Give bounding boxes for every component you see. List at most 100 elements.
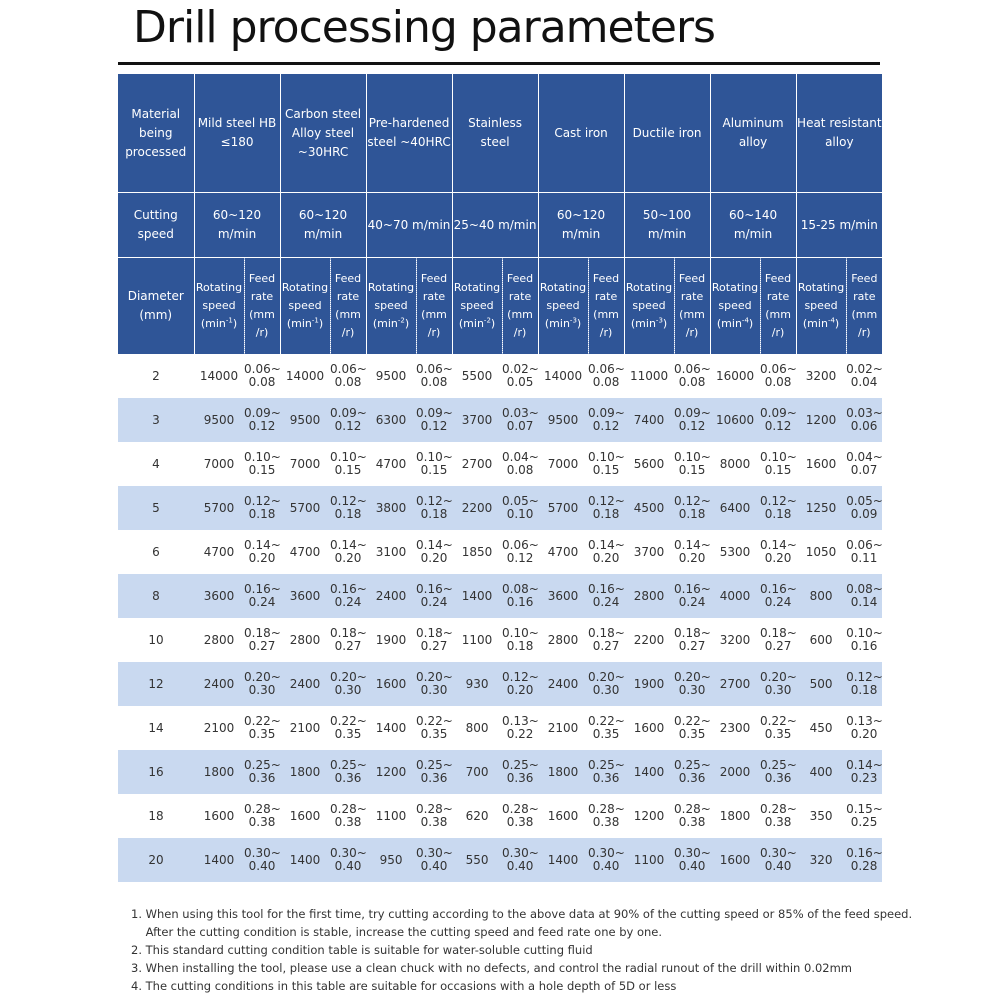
feed-rate-cell: 0.09~ 0.12	[330, 398, 367, 442]
rotating-speed-cell: 1100	[375, 809, 407, 823]
feed-rate-cell: 0.20~ 0.30	[588, 662, 625, 706]
feed-rate-cell: 0.12~ 0.18	[416, 486, 453, 530]
rotating-speed-cell: 4700	[289, 545, 321, 559]
feed-rate-cell: 0.14~ 0.23	[846, 750, 883, 794]
diameter-cell: 5	[118, 486, 194, 530]
feed-rate-cell: 0.10~ 0.15	[244, 450, 281, 477]
feed-rate-cell: 0.20~ 0.30	[674, 662, 711, 706]
diameter-cell: 20	[118, 838, 194, 882]
cutting-speed-cell: 60~140 m/min	[710, 192, 797, 258]
diameter-cell: 3	[118, 398, 194, 442]
diameter-cell: 8	[118, 574, 194, 618]
feed-rate-cell: 0.10~ 0.15	[674, 450, 711, 477]
rotating-speed-cell: 2400	[538, 662, 589, 706]
feed-rate-cell: 0.20~ 0.30	[244, 662, 281, 706]
table-row: 18 1600 0.28~ 0.38 1600 0.28~ 0.38 1100 0.28~ …	[118, 794, 882, 838]
feed-rate-cell: 0.18~ 0.27	[588, 626, 625, 653]
feed-rate-cell: 0.05~ 0.09	[846, 486, 883, 530]
rotating-speed-cell: 5600	[633, 457, 665, 471]
table-row: 20 1400 0.30~ 0.40 1400 0.30~ 0.40 950 0.30~ 0…	[118, 838, 883, 882]
feed-rate-cell: 0.09~ 0.12	[244, 398, 281, 442]
rotating-speed-cell: 2000	[710, 750, 761, 794]
rotating-speed-cell: 1600	[366, 662, 417, 706]
diameter-cell: 12	[118, 662, 194, 706]
rotating-speed-cell: 7000	[203, 457, 235, 471]
cutting-speed-cell: 50~100 m/min	[624, 192, 711, 258]
table-row: 8 3600 0.16~ 0.24 3600 0.16~ 0.24 2400 0.16~ 0…	[118, 574, 883, 618]
rotating-speed-cell: 1600	[203, 809, 235, 823]
feed-rate-cell: 0.28~ 0.38	[760, 802, 797, 829]
rotating-speed-cell: 1400	[624, 750, 675, 794]
feed-rate-cell: 0.06~ 0.08	[588, 362, 625, 389]
rotating-speed-header-cell: Rotating speed (min-2)	[452, 257, 503, 354]
note-line: 3. When installing the tool, please use …	[131, 961, 853, 975]
material-name-cell: Stainless steel	[452, 74, 539, 193]
rotating-speed-label: Rotating speed	[453, 281, 501, 312]
cutting-speed-cell: 15-25 m/min	[796, 192, 883, 258]
rotating-speed-cell: 450	[809, 721, 833, 735]
feed-rate-cell: 0.28~ 0.38	[416, 802, 453, 829]
rotating-speed-cell: 5700	[538, 486, 589, 530]
feed-rate-cell: 0.25~ 0.36	[502, 750, 539, 794]
rotating-speed-cell: 3800	[366, 486, 417, 530]
feed-rate-cell: 0.06~ 0.08	[674, 362, 711, 389]
diameter-cell: 6	[152, 545, 160, 559]
rotating-speed-cell: 9500	[538, 398, 589, 442]
table-row: 4 7000 0.10~ 0.15 7000 0.10~ 0.15 4700 0.10~ 0…	[118, 442, 882, 486]
rotating-speed-cell: 1600	[547, 809, 579, 823]
rotating-speed-cell: 16000	[715, 369, 755, 383]
feed-rate-cell: 0.13~ 0.20	[846, 714, 883, 741]
rotating-speed-cell: 4700	[203, 545, 235, 559]
feed-rate-cell: 0.05~ 0.10	[502, 486, 539, 530]
cutting-speed-cell: 60~120 m/min	[538, 192, 625, 258]
feed-rate-cell: 0.14~ 0.20	[588, 538, 625, 565]
feed-rate-cell: 0.10~ 0.15	[330, 450, 367, 477]
feed-rate-cell: 0.06~ 0.08	[416, 362, 453, 389]
feed-rate-cell: 0.30~ 0.40	[588, 838, 625, 882]
rotating-speed-unit: (min-2)	[372, 316, 410, 330]
rotating-speed-header-cell: Rotating speed (min-4)	[796, 257, 847, 354]
feed-rate-cell: 0.25~ 0.36	[674, 750, 711, 794]
rotating-speed-cell: 600	[809, 633, 833, 647]
material-name-cell: Cast iron	[538, 74, 625, 193]
rotating-speed-cell: 1900	[624, 662, 675, 706]
feed-rate-cell: 0.22~ 0.35	[760, 714, 797, 741]
rotating-speed-cell: 3600	[280, 574, 331, 618]
material-name-cell: Heat resistant alloy	[796, 74, 883, 193]
rotating-speed-cell: 3700	[452, 398, 503, 442]
rotating-speed-cell: 320	[796, 838, 847, 882]
rotating-speed-cell: 2700	[461, 457, 493, 471]
feed-rate-cell: 0.22~ 0.35	[416, 714, 453, 741]
rotating-speed-unit: (min-1)	[200, 316, 238, 330]
feed-rate-cell: 0.28~ 0.38	[502, 802, 539, 829]
rotating-speed-cell: 8000	[719, 457, 751, 471]
rotating-speed-cell: 6300	[366, 398, 417, 442]
rotating-speed-unit: (min-3)	[544, 316, 582, 330]
rotating-speed-cell: 9500	[280, 398, 331, 442]
feed-rate-cell: 0.12~ 0.18	[330, 486, 367, 530]
rotating-speed-cell: 500	[796, 662, 847, 706]
table-row: 2 14000 0.06~ 0.08 14000 0.06~ 0.08 9500 0.06~…	[118, 354, 882, 398]
note-line: 4. The cutting conditions in this table …	[131, 979, 677, 993]
title-divider	[118, 62, 880, 65]
feed-rate-cell: 0.14~ 0.20	[416, 538, 453, 565]
rotating-speed-cell: 1800	[194, 750, 244, 794]
rotating-speed-cell: 2100	[289, 721, 321, 735]
rotating-speed-unit: (min-1)	[286, 316, 324, 330]
feed-rate-cell: 0.30~ 0.40	[416, 838, 453, 882]
feed-rate-cell: 0.14~ 0.20	[244, 538, 281, 565]
feed-rate-cell: 0.16~ 0.24	[588, 574, 625, 618]
feed-rate-cell: 0.22~ 0.35	[244, 714, 281, 741]
rotating-speed-cell: 620	[465, 809, 489, 823]
feed-rate-header-cell: Feed rate (mm /r)	[760, 257, 797, 354]
material-name-cell: Mild steel HB ≤180	[194, 74, 281, 193]
rotating-speed-label: Rotating speed	[195, 281, 243, 312]
feed-rate-cell: 0.08~ 0.14	[846, 574, 883, 618]
feed-rate-cell: 0.06~ 0.08	[760, 362, 797, 389]
rotating-speed-cell: 14000	[543, 369, 583, 383]
diameter-cell: 16	[118, 750, 194, 794]
material-name-cell: Carbon steel Alloy steel ~30HRC	[280, 74, 367, 193]
feed-rate-cell: 0.12~ 0.20	[502, 662, 539, 706]
feed-rate-cell: 0.10~ 0.15	[416, 450, 453, 477]
rotating-speed-header-cell: Rotating speed (min-1)	[280, 257, 331, 354]
